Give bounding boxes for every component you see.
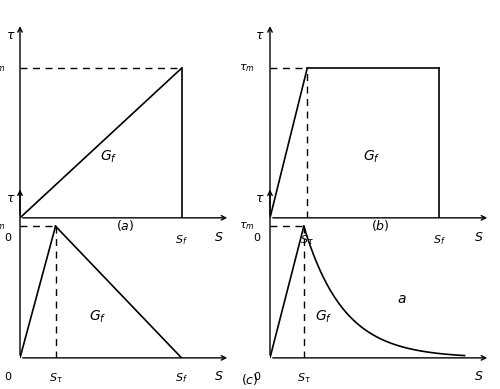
Text: $S_\tau$: $S_\tau$	[48, 371, 62, 385]
Text: $0$: $0$	[253, 370, 262, 382]
Text: $G_f$: $G_f$	[100, 149, 117, 165]
Text: $S_\tau$: $S_\tau$	[297, 371, 310, 385]
Text: $(a)$: $(a)$	[116, 218, 134, 233]
Text: $S_f$: $S_f$	[175, 233, 188, 247]
Text: $(b)$: $(b)$	[370, 218, 390, 233]
Text: $G_f$: $G_f$	[316, 309, 333, 326]
Text: $S$: $S$	[214, 231, 224, 244]
Text: $\tau$: $\tau$	[255, 29, 264, 42]
Text: $G_f$: $G_f$	[89, 309, 106, 326]
Text: $0$: $0$	[4, 231, 12, 243]
Text: $S_f$: $S_f$	[175, 371, 188, 385]
Text: $\tau$: $\tau$	[255, 192, 264, 205]
Text: $S_f$: $S_f$	[433, 233, 446, 247]
Text: $S$: $S$	[474, 231, 484, 244]
Text: $\tau_m$: $\tau_m$	[0, 220, 6, 232]
Text: $G_f$: $G_f$	[363, 149, 380, 165]
Text: $\tau$: $\tau$	[6, 192, 15, 205]
Text: $0$: $0$	[4, 370, 12, 382]
Text: $\tau_m$: $\tau_m$	[239, 220, 255, 232]
Text: $S_\tau$: $S_\tau$	[300, 233, 314, 247]
Text: $S$: $S$	[474, 370, 484, 383]
Text: $a$: $a$	[397, 292, 407, 306]
Text: $\tau$: $\tau$	[6, 29, 15, 42]
Text: $\tau_m$: $\tau_m$	[0, 62, 6, 74]
Text: $0$: $0$	[253, 231, 262, 243]
Text: $\tau_m$: $\tau_m$	[239, 62, 255, 74]
Text: $(c)$: $(c)$	[241, 372, 259, 387]
Text: $S$: $S$	[214, 370, 224, 383]
